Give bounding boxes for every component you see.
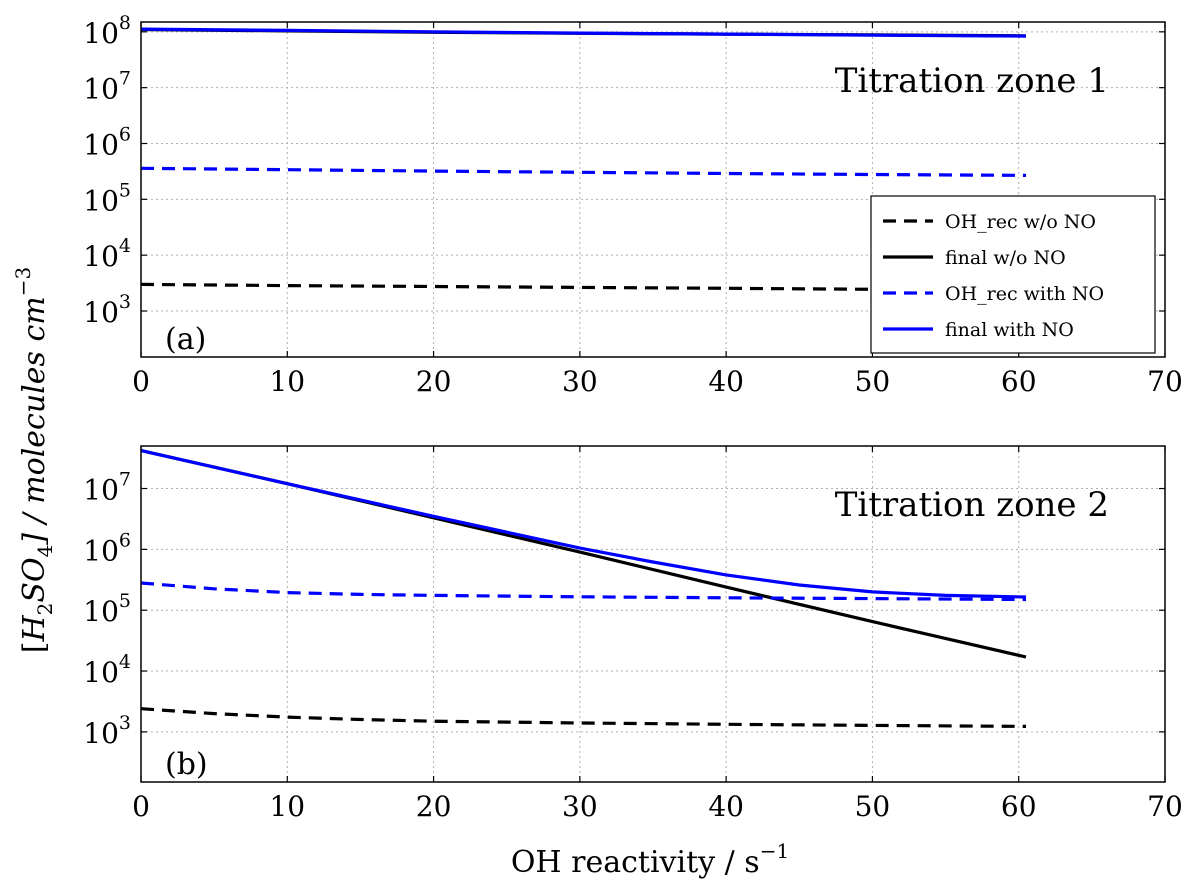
x-tick-label: 30 — [562, 365, 598, 398]
legend-label: OH_rec with NO — [945, 283, 1104, 305]
x-tick-label: 10 — [269, 790, 305, 823]
x-tick-label: 60 — [1001, 790, 1037, 823]
x-tick-label: 0 — [132, 790, 150, 823]
y-tick-label: 103 — [83, 712, 131, 750]
ylabel-rest: ] / molecules cm — [17, 296, 52, 545]
x-tick-label: 40 — [708, 790, 744, 823]
ylabel-h: H — [17, 614, 52, 642]
svg-text:[H2SO4] / molecules cm−3: [H2SO4] / molecules cm−3 — [11, 267, 57, 653]
x-tick-label: 20 — [416, 790, 452, 823]
x-tick-label: 30 — [562, 790, 598, 823]
series-line-final_with_no — [140, 449, 1027, 599]
y-tick-label: 103 — [83, 291, 131, 329]
xlabel-sup: −1 — [760, 839, 789, 863]
y-tick-label: 105 — [83, 179, 131, 217]
xlabel-text: OH reactivity / s — [511, 845, 760, 880]
ylabel-sup: −3 — [11, 267, 35, 296]
series-line-oh_rec_with_no — [140, 166, 1027, 177]
x-tick-label: 40 — [708, 365, 744, 398]
x-tick-label: 50 — [855, 365, 891, 398]
x-tick-label: 10 — [269, 365, 305, 398]
panel-title: Titration zone 1 — [835, 61, 1109, 101]
y-tick-label: 108 — [83, 12, 131, 50]
plot-frame — [140, 445, 1166, 783]
legend-box — [870, 195, 1156, 354]
ylabel-bracket-open: [ — [17, 641, 52, 653]
series-line-oh_rec_wo_no — [140, 707, 1027, 728]
ylabel-so: SO — [17, 557, 52, 602]
panel-title: Titration zone 2 — [835, 485, 1109, 525]
series-line-final_with_no — [140, 27, 1027, 38]
y-axis-title: [H2SO4] / molecules cm−3 — [11, 267, 57, 653]
x-tick-label: 70 — [1147, 365, 1183, 398]
y-tick-label: 104 — [83, 235, 131, 273]
ylabel-sub2: 2 — [33, 603, 57, 616]
y-tick-label: 107 — [83, 68, 131, 106]
plot-frame — [140, 21, 1166, 358]
x-tick-label: 70 — [1147, 790, 1183, 823]
x-tick-label: 0 — [132, 365, 150, 398]
panel-b: 0 10 20 30 40 50 60 70 103 104 105 106 107 Titration … — [83, 445, 1183, 823]
panel-a: 0 10 20 30 40 50 60 70 103 104 105 106 107 108 Titrati… — [83, 12, 1183, 398]
panel-tag: (b) — [165, 747, 208, 782]
y-tick-label: 106 — [83, 529, 131, 567]
y-tick-label: 105 — [83, 590, 131, 628]
series-line-oh_rec_with_no — [140, 581, 1027, 602]
ylabel-sub4: 4 — [33, 545, 57, 558]
y-tick-label: 106 — [83, 123, 131, 161]
x-tick-label: 60 — [1001, 365, 1037, 398]
legend-label: final w/o NO — [945, 247, 1066, 269]
legend-label: final with NO — [945, 319, 1074, 341]
y-tick-label: 107 — [83, 469, 131, 507]
legend-label: OH_rec w/o NO — [945, 211, 1096, 233]
panel-tag: (a) — [165, 322, 206, 357]
x-tick-label: 20 — [416, 365, 452, 398]
x-axis-title: OH reactivity / s−1 — [511, 839, 789, 880]
x-tick-label: 50 — [855, 790, 891, 823]
y-tick-label: 104 — [83, 651, 131, 689]
